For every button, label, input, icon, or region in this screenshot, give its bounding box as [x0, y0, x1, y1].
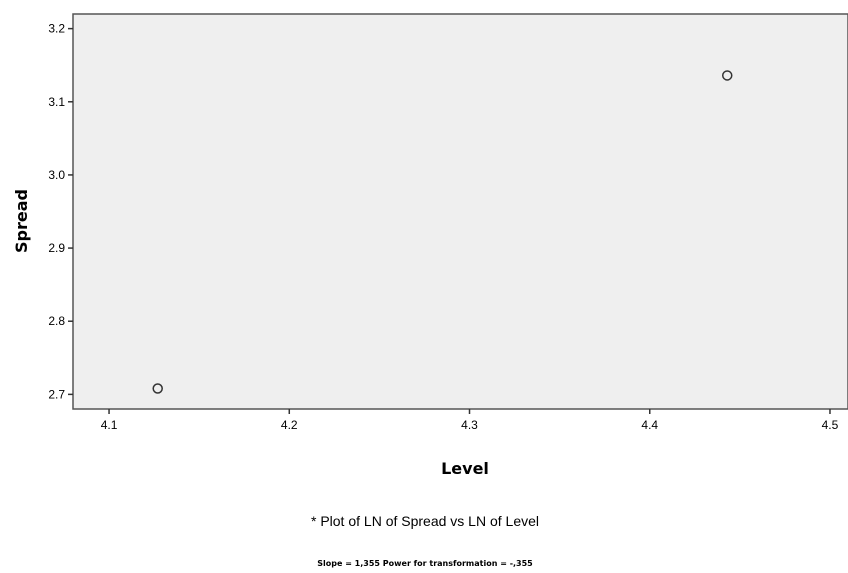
y-axis-title: Spread [12, 189, 31, 253]
y-tick-label: 3.1 [48, 95, 65, 109]
x-tick-label: 4.2 [281, 418, 298, 432]
x-tick-label: 4.3 [461, 418, 478, 432]
transformation-note: Slope = 1,355 Power for transformation =… [317, 559, 533, 568]
data-points [152, 70, 733, 394]
footnote: * Plot of LN of Spread vs LN of Level [311, 513, 539, 529]
y-axis-ticks: 2.7 2.8 2.9 3.0 3.1 3.2 [48, 22, 73, 401]
y-tick-label: 3.2 [48, 22, 65, 36]
x-tick-label: 4.4 [641, 418, 658, 432]
plot-area [72, 13, 848, 410]
x-tick-label: 4.5 [822, 418, 839, 432]
y-tick-label: 3.0 [48, 168, 65, 182]
x-axis-ticks: 4.1 4.2 4.3 4.4 4.5 [101, 409, 839, 432]
y-tick-label: 2.9 [48, 241, 65, 255]
data-point [721, 70, 733, 81]
x-axis-title: Level [441, 459, 489, 478]
y-tick-label: 2.7 [48, 387, 65, 401]
y-tick-label: 2.8 [48, 314, 65, 328]
data-point [152, 383, 163, 394]
x-tick-label: 4.1 [101, 418, 118, 432]
